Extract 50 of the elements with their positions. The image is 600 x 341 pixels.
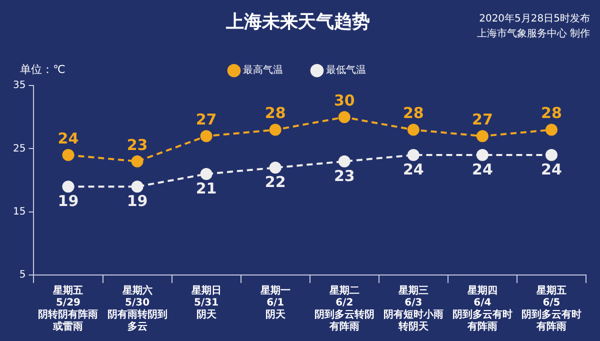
data-label: 23 <box>334 166 355 185</box>
point <box>62 180 74 193</box>
point <box>407 149 420 162</box>
text: 上海市气象服务中心 制作 <box>476 28 590 40</box>
data-label: 28 <box>541 104 562 122</box>
data-label: 21 <box>196 179 217 198</box>
data-label: 22 <box>264 173 286 192</box>
y-tick-label: 5 <box>19 270 26 281</box>
x-tick-label: 星期一 6/1 阴天 <box>259 284 290 321</box>
point <box>407 124 420 136</box>
point <box>200 130 212 142</box>
point <box>338 155 350 168</box>
text: 2020年5月28日5时发布 <box>479 12 590 25</box>
point <box>545 124 558 136</box>
y-tick-label: 35 <box>12 80 26 92</box>
legend-label: 最高气温 <box>243 64 283 76</box>
y-tick-label: 15 <box>12 206 26 218</box>
chart-title: 上海未来天气趋势 <box>225 11 370 32</box>
data-label: 24 <box>58 129 79 148</box>
x-tick-label: 星期四 6/4 阴到多云有时有阵雨 <box>452 284 512 333</box>
point <box>131 180 144 193</box>
x-tick-label: 星期五 5/29 阴转阴有阵雨或雷雨 <box>38 284 98 333</box>
x-tick-label: 星期三 6/3 阴有短时小雨转阴天 <box>383 284 444 333</box>
point <box>200 168 212 180</box>
y-axis-title: 单位：℃ <box>20 62 66 76</box>
point <box>545 149 558 162</box>
point <box>476 130 488 142</box>
data-label: 27 <box>196 110 217 128</box>
point <box>338 111 350 124</box>
data-label: 19 <box>126 192 148 210</box>
x-tick-label: 星期五 6/5 阴到多云有时有阵雨 <box>521 284 582 333</box>
point <box>269 162 282 174</box>
data-label: 30 <box>334 92 355 110</box>
data-label: 28 <box>402 104 424 122</box>
x-tick-label: 星期二 6/2 阴到多云转阴有阵雨 <box>314 284 374 333</box>
point <box>62 149 74 162</box>
point <box>131 155 144 168</box>
x-tick-label: 星期六 5/30 阴有雨转阴到多云 <box>107 284 168 333</box>
data-label: 23 <box>126 136 148 154</box>
y-tick-label: 25 <box>12 143 26 154</box>
x-tick-label: 星期日 5/31 阴天 <box>190 284 222 321</box>
legend-label: 最低气温 <box>326 64 366 76</box>
data-label: 24 <box>402 160 424 178</box>
data-label: 27 <box>472 110 493 128</box>
data-label: 24 <box>472 160 493 178</box>
data-label: 19 <box>58 192 79 210</box>
point <box>476 149 488 162</box>
data-label: 24 <box>541 160 562 178</box>
point <box>269 124 282 136</box>
data-label: 28 <box>264 104 286 122</box>
